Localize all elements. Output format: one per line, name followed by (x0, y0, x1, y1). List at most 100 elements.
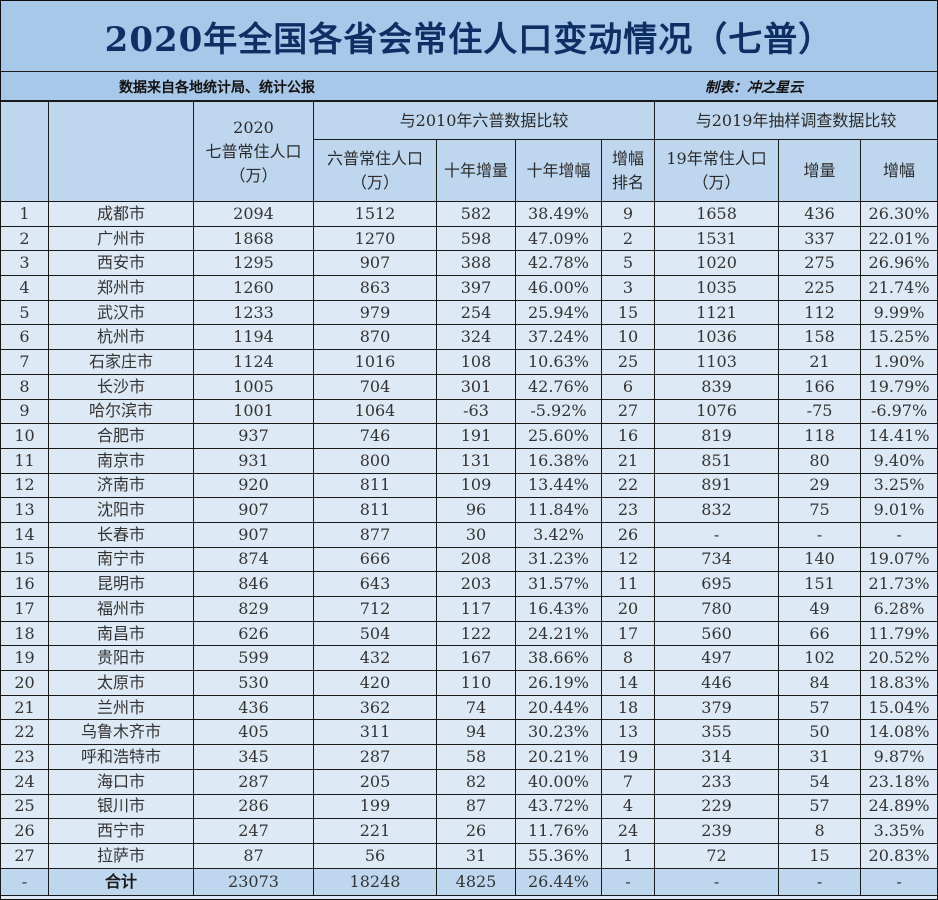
cell-rate10: 11.76% (515, 818, 602, 844)
cell-pop2019: 1035 (654, 275, 780, 301)
cell-inc19: 140 (778, 546, 862, 573)
header-pop2020-year: 2020 (233, 117, 274, 137)
table-row: 8 长沙市 1005 704 301 42.76% 6 839 166 19.79% (0, 373, 938, 400)
cell-pop2020: 1233 (193, 299, 314, 326)
cell-pop2020: 599 (193, 645, 314, 672)
cell-inc19: 118 (778, 423, 862, 449)
cell-index: 3 (0, 250, 49, 277)
header-inc19: 增量 (778, 139, 862, 202)
cell-inc19: 21 (778, 349, 862, 375)
cell-index: 6 (0, 324, 49, 351)
cell-rate10: 11.84% (515, 497, 602, 523)
header-pop2010-label: 六普常住人口 (326, 148, 423, 168)
cell-rank: 13 (600, 719, 656, 746)
cell-city: 南宁市 (48, 546, 194, 573)
table-row: 5 武汉市 1233 979 254 25.94% 15 1121 112 9.99% (0, 299, 938, 326)
cell-city: 杭州市 (48, 324, 194, 351)
cell-index: 13 (0, 497, 49, 523)
cell-inc10: 131 (436, 447, 516, 474)
cell-rate10: 47.09% (515, 225, 602, 252)
cell-pop2019: 1121 (654, 299, 780, 326)
header-index (0, 101, 49, 202)
cell-pop2020: 247 (193, 818, 314, 844)
cell-city: 长沙市 (48, 373, 194, 400)
cell-rate19: 9.01% (860, 497, 938, 523)
cell-index: 1 (0, 201, 49, 227)
cell-index: 8 (0, 373, 49, 400)
cell-inc10: 110 (436, 670, 516, 696)
population-table: 2020 七普常住人口 （万） 与2010年六普数据比较 与2019年抽样调查数… (0, 101, 938, 896)
cell-rate19: - (860, 521, 938, 548)
cell-rate19: 26.30% (860, 201, 938, 227)
table-row: 23 呼和浩特市 345 287 58 20.21% 19 314 31 9.87% (0, 744, 938, 770)
cell-rate19: 21.74% (860, 275, 938, 301)
cell-index: 24 (0, 768, 49, 795)
table-row: 10 合肥市 937 746 191 25.60% 16 819 118 14.41% (0, 423, 938, 449)
cell-pop2020: 405 (193, 719, 314, 746)
cell-inc10: 324 (436, 324, 516, 351)
cell-rate10: 42.76% (515, 373, 602, 400)
header-rank-line1: 增幅 (612, 148, 645, 168)
cell-city: 长春市 (48, 521, 194, 548)
total-cell-pop2019: - (654, 867, 780, 896)
table-row: 13 沈阳市 907 811 96 11.84% 23 832 75 9.01% (0, 497, 938, 523)
cell-rate10: 38.49% (515, 201, 602, 227)
cell-pop2019: 695 (654, 571, 780, 597)
cell-pop2010: 811 (313, 472, 437, 499)
cell-inc10: 254 (436, 299, 516, 326)
cell-pop2020: 1005 (193, 373, 314, 400)
header-rank: 增幅 排名 (600, 139, 656, 202)
cell-rate19: 18.83% (860, 670, 938, 696)
cell-index: 22 (0, 719, 49, 746)
cell-city: 广州市 (48, 225, 194, 252)
cell-rate19: 9.40% (860, 447, 938, 474)
cell-rank: 21 (600, 447, 656, 474)
cell-index: 20 (0, 670, 49, 696)
cell-index: 23 (0, 744, 49, 770)
cell-pop2019: 446 (654, 670, 780, 696)
total-cell-rank: - (600, 867, 656, 896)
cell-rank: 16 (600, 423, 656, 449)
header-pop2019-label: 19年常住人口 (666, 148, 767, 168)
cell-index: 4 (0, 275, 49, 301)
cell-rate10: 31.57% (515, 571, 602, 597)
cell-rank: 8 (600, 645, 656, 672)
cell-rate10: 38.66% (515, 645, 602, 672)
cell-pop2010: 221 (313, 818, 437, 844)
cell-pop2010: 205 (313, 768, 437, 795)
cell-inc19: 66 (778, 620, 862, 647)
cell-rank: 7 (600, 768, 656, 795)
cell-inc19: 15 (778, 842, 862, 869)
total-cell-city: 合计 (48, 867, 194, 896)
cell-pop2019: 891 (654, 472, 780, 499)
cell-city: 呼和浩特市 (48, 744, 194, 770)
cell-pop2010: 907 (313, 250, 437, 277)
cell-inc19: 49 (778, 596, 862, 622)
cell-rank: 22 (600, 472, 656, 499)
cell-rate19: 19.79% (860, 373, 938, 400)
cell-pop2010: 1270 (313, 225, 437, 252)
cell-index: 9 (0, 398, 49, 425)
cell-pop2010: 704 (313, 373, 437, 400)
table-row: 3 西安市 1295 907 388 42.78% 5 1020 275 26.96% (0, 250, 938, 277)
cell-pop2020: 907 (193, 497, 314, 523)
cell-pop2019: 839 (654, 373, 780, 400)
total-cell-pop2010: 18248 (313, 867, 437, 896)
cell-pop2010: 863 (313, 275, 437, 301)
cell-city: 成都市 (48, 201, 194, 227)
table-header: 2020 七普常住人口 （万） 与2010年六普数据比较 与2019年抽样调查数… (0, 101, 938, 202)
cell-pop2020: 1260 (193, 275, 314, 301)
table-row: 4 郑州市 1260 863 397 46.00% 3 1035 225 21.74% (0, 275, 938, 301)
cell-pop2019: - (654, 521, 780, 548)
total-cell-rate10: 26.44% (515, 867, 602, 896)
cell-pop2019: 355 (654, 719, 780, 746)
cell-inc19: 31 (778, 744, 862, 770)
cell-inc10: 26 (436, 818, 516, 844)
cell-inc10: 109 (436, 472, 516, 499)
cell-inc10: 598 (436, 225, 516, 252)
cell-pop2019: 560 (654, 620, 780, 647)
cell-index: 15 (0, 546, 49, 573)
cell-rank: 9 (600, 201, 656, 227)
header-city (48, 101, 194, 202)
table-row: 7 石家庄市 1124 1016 108 10.63% 25 1103 21 1.90% (0, 349, 938, 375)
